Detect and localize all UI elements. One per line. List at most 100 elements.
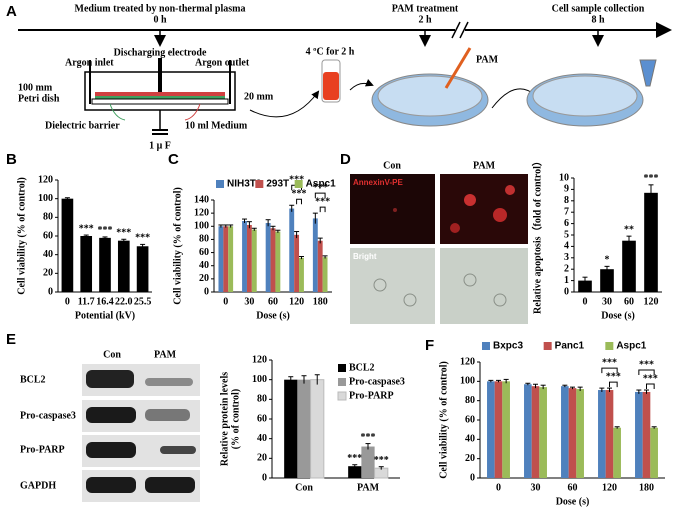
y-tick-label: 0 [262,472,267,483]
y-tick-label: 10 [559,172,569,183]
significance: *** [644,173,659,184]
bar [297,379,311,478]
gap-label: 20 mm [244,91,274,102]
y-tick-label: 20 [257,453,267,464]
y-tick-label: 5 [564,229,569,240]
arrow [349,79,374,91]
break [455,22,465,38]
step-label: Cell sample collection [552,3,645,14]
x-tick-label: 180 [313,296,328,307]
legend-swatch [255,180,264,188]
medium [95,92,225,96]
error-bar [599,387,605,392]
error-bar [102,236,108,239]
bar [299,257,304,292]
significance: * [605,255,610,266]
cell [373,278,387,292]
bar [80,236,93,292]
bar [289,208,295,292]
y-tick-label: 60 [43,230,53,241]
y-tick-label: 100 [252,374,267,385]
error-bar [604,265,610,273]
y-tick-label: 4 [564,241,569,252]
y-axis-label: (% of control) [230,389,241,449]
error-bar [562,384,568,388]
significance: ** [624,224,634,235]
micrographs: Con PAM AnnexinV-PE Bright [350,160,528,324]
error-bar [265,219,271,227]
bar [348,466,362,478]
bar [494,381,503,478]
x-tick-label: 120 [644,296,659,307]
bracket [609,381,618,388]
western-blot: Con PAM BCL2 Pro-caspase3 Pro-PARP GAPDH [20,349,200,502]
error-bar [503,378,509,384]
x-tick-label: 30 [244,296,254,307]
y-tick-label: 100 [460,376,475,387]
error-bar [140,243,146,249]
dish [91,98,229,105]
y-tick-label: 9 [564,184,569,195]
bar [284,379,298,478]
break [451,21,461,39]
bar [270,228,276,292]
significance: *** [602,357,617,368]
bar [600,269,614,292]
cell [493,208,507,222]
error-bar [314,374,320,385]
error-bar [64,197,70,200]
y-tick-label: 1 [564,275,569,286]
error-bar [626,235,632,246]
error-bar [270,225,276,231]
bracket [601,367,618,374]
column-label: Con [383,160,401,171]
error-bar [540,384,546,390]
x-tick-label: 22.0 [115,296,133,307]
legend-swatch [543,342,552,350]
bar [561,386,569,478]
bar [99,237,111,292]
band [145,378,193,386]
bar [487,381,495,478]
panel-label: E [6,331,16,348]
leader [184,103,201,121]
error-bar [223,224,229,228]
schematic: Medium treated by non-thermal plasma 0 h… [18,3,672,151]
row-label: Pro-caspase3 [20,410,76,421]
error-bar [582,276,588,285]
bar [310,379,325,479]
error-bar [636,389,642,394]
y-tick-label: 20 [43,268,53,279]
error-bar [525,382,531,386]
capacitor-label: 1 μ F [149,140,171,151]
micrograph [440,248,528,324]
error-bar [288,376,294,383]
error-bar [298,256,304,260]
y-tick-label: 0 [564,286,569,297]
error-bar [294,231,300,239]
bar [265,223,271,292]
legend-label: BCL2 [349,362,375,373]
y-axis-label: Cell viability (% of control) [16,177,27,295]
bar [650,427,658,478]
y-tick-label: 140 [194,194,209,205]
y-tick-label: 0 [470,472,475,483]
error-bar [218,224,224,228]
bar [502,381,510,478]
band [86,407,136,423]
legend-label: 293T [266,179,289,190]
time-label: 2 h [418,14,432,25]
band [86,477,136,493]
cell [393,208,397,212]
x-tick-label: 16.4 [96,296,114,307]
bar [644,192,658,292]
medium-label: 10 ml Medium [185,120,248,131]
significance: *** [639,359,654,370]
y-tick-label: 40 [257,433,267,444]
y-tick-label: 7 [564,206,569,217]
band [86,370,134,388]
pam-label: PAM [476,54,499,65]
y-tick-label: 40 [199,260,209,271]
bar [61,198,74,292]
band [145,409,190,421]
